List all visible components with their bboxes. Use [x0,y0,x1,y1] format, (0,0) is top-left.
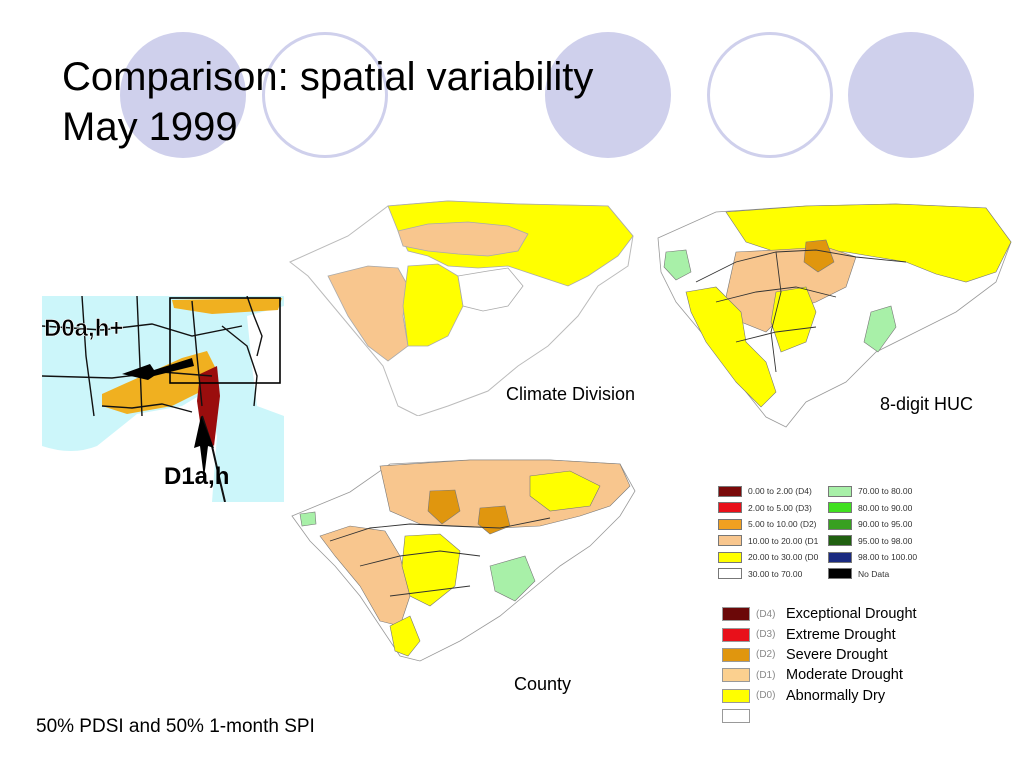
legend-code: (D3) [756,629,776,641]
legend-swatch [828,518,852,530]
slide-title: Comparison: spatial variability May 1999 [62,52,593,152]
legend-swatch [722,709,750,724]
percentile-legend-item: 20.00 to 30.00 (D0 [718,550,818,564]
drought-legend-item: (D3) Extreme Drought [722,624,917,644]
legend-code: (D2) [756,649,776,661]
legend-swatch [828,535,852,546]
title-line-1: Comparison: spatial variability [62,55,594,99]
legend-swatch [722,647,750,662]
percentile-legend-item: 95.00 to 98.00 [828,534,912,548]
decor-circle-3 [545,32,671,158]
percentile-legend: 0.00 to 2.00 (D4) 2.00 to 5.00 (D3) 5.00 t… [718,484,936,586]
drought-legend-item: (D2) Severe Drought [722,645,917,665]
legend-category-name: Extreme Drought [786,626,896,643]
legend-range-label: 95.00 to 98.00 [858,535,913,546]
regional-label-d1: D1a,h [164,463,229,490]
legend-code: (D4) [756,608,776,620]
regional-label-d0: D0a,h+ [44,315,123,342]
drought-legend-item: (D4) Exceptional Drought [722,604,917,624]
huc-caption: 8-digit HUC [880,394,974,414]
legend-swatch [722,607,750,622]
legend-swatch [722,627,750,642]
legend-swatch [722,668,750,683]
drought-category-legend: (D4) Exceptional Drought (D3) Extreme Droug… [722,604,917,726]
percentile-legend-item: 0.00 to 2.00 (D4) [718,484,812,498]
percentile-legend-item: 10.00 to 20.00 (D1 [718,534,818,548]
drought-legend-item: (D1) Moderate Drought [722,665,917,685]
legend-range-label: 70.00 to 80.00 [858,486,913,496]
legend-range-label: 30.00 to 70.00 [748,568,803,579]
legend-range-label: No Data [858,568,890,579]
legend-range-label: 90.00 to 95.00 [858,519,913,529]
drought-legend-item: (D0) Abnormally Dry [722,686,917,706]
climate-division-caption: Climate Division [506,384,636,404]
legend-swatch [828,551,852,563]
title-line-2: May 1999 [62,105,238,149]
legend-swatch [718,518,742,530]
legend-swatch [718,568,742,579]
legend-swatch [718,502,742,513]
county-map [291,459,636,662]
county-caption: County [514,674,572,694]
climate-division-map [289,200,634,416]
decor-circle-1 [120,32,246,158]
percentile-legend-item: No Data [828,567,889,581]
decor-circle-4 [707,32,833,158]
legend-swatch [718,535,742,546]
regional-drought-map: D0a,h+ D1a,h [42,296,284,502]
percentile-legend-item: 70.00 to 80.00 [828,484,912,498]
percentile-legend-item: 90.00 to 95.00 [828,517,912,531]
legend-category-name: Moderate Drought [786,667,903,684]
legend-swatch [828,502,852,513]
legend-code: (D0) [756,690,776,702]
legend-range-label: 80.00 to 90.00 [858,502,913,513]
percentile-legend-item: 5.00 to 10.00 (D2) [718,517,817,531]
footer-note: 50% PDSI and 50% 1-month SPI [36,716,315,737]
legend-swatch [722,688,750,703]
decor-circle-2 [262,32,388,158]
decor-circle-5 [848,32,974,158]
legend-swatch [828,485,852,497]
drought-legend-item [722,706,917,726]
legend-category-name: Exceptional Drought [786,606,917,623]
percentile-legend-item: 98.00 to 100.00 [828,550,917,564]
legend-range-label: 2.00 to 5.00 (D3) [748,502,812,513]
percentile-legend-item: 80.00 to 90.00 [828,501,912,515]
legend-range-label: 98.00 to 100.00 [858,552,918,562]
huc-map [657,203,1012,428]
legend-swatch [828,568,852,579]
legend-range-label: 10.00 to 20.00 (D1 [748,535,819,546]
percentile-legend-item: 30.00 to 70.00 [718,567,802,581]
legend-code: (D1) [756,669,776,681]
legend-range-label: 5.00 to 10.00 (D2) [748,519,817,529]
legend-swatch [718,551,742,563]
legend-range-label: 0.00 to 2.00 (D4) [748,486,812,496]
legend-category-name: Abnormally Dry [786,687,886,704]
legend-category-name: Severe Drought [786,646,888,663]
percentile-legend-item: 2.00 to 5.00 (D3) [718,501,812,515]
legend-swatch [718,485,742,497]
legend-range-label: 20.00 to 30.00 (D0 [748,552,819,562]
